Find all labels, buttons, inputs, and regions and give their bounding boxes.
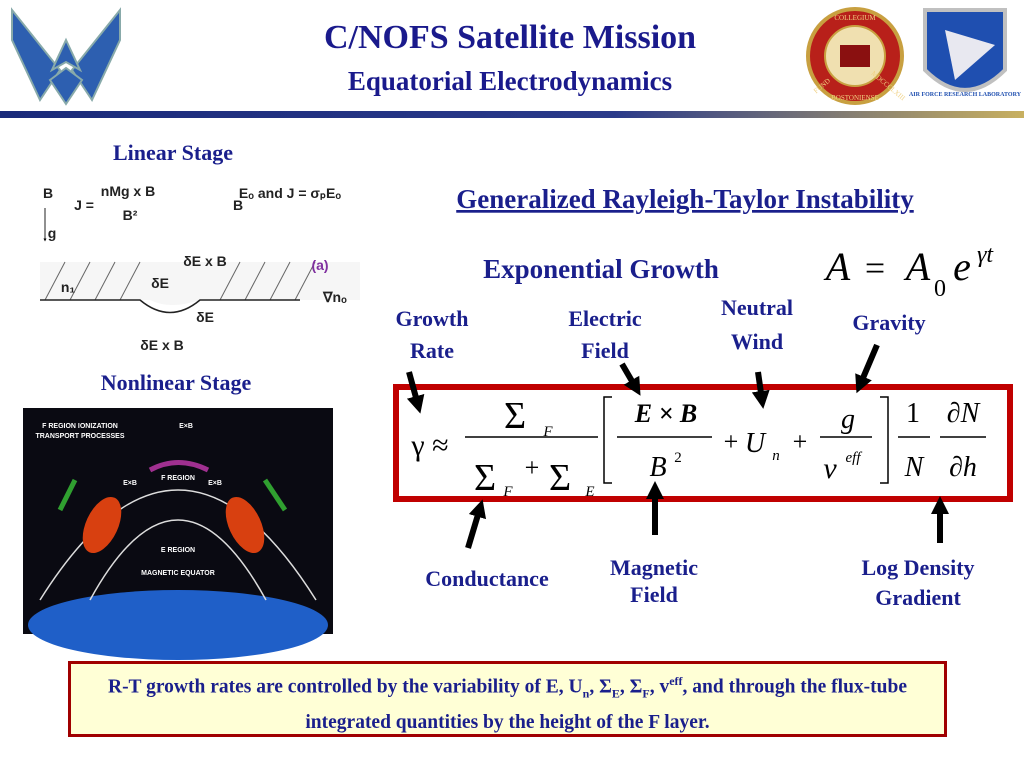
diagram-label: B [43,185,53,201]
note-text: , and through the flux-tube integrated q… [305,676,907,734]
equation-term: + [724,427,739,456]
note-text: E [611,686,620,701]
note-text: , v [649,676,670,698]
diagram-label: δE [196,309,214,325]
equation-term: B [649,452,666,483]
note-text: eff [669,674,683,688]
note-text: R-T growth rates are controlled by the v… [107,676,583,698]
growth-formula: 0 [934,276,946,302]
equation-term: F [542,424,553,440]
image-label: E REGION [161,547,195,554]
shield-text: AIR FORCE RESEARCH LABORATORY [909,92,1022,98]
pointer-arrows [406,343,949,549]
diagram-label: g [48,225,57,241]
diagram-label: ∇nₒ [322,289,347,305]
diagram-label: (a) [311,257,328,273]
equation-term: g [841,404,855,435]
equation-term: U [745,428,767,459]
seal-text: COLLEGIUM [834,14,876,22]
equation-lines [465,396,986,484]
boston-college-seal [806,7,904,105]
rt-heading: Generalized Rayleigh-Taylor Instability [456,184,914,214]
term-label: Field [630,582,678,607]
equation-term: eff [846,450,863,466]
diagram-label: δE x B [140,337,184,353]
image-label: F REGION IONIZATION [42,423,118,430]
slide-title: C/NOFS Satellite Mission [324,19,696,56]
equation-term: + [793,427,808,456]
term-label: Growth [396,306,469,331]
note-text: , Σ [589,676,612,698]
diagram-label: δE x B [183,253,227,269]
air-force-logo [11,7,121,106]
slide-subtitle: Equatorial Electrodynamics [348,66,672,96]
nonlinear-stage-label: Nonlinear Stage [101,370,252,395]
image-label: E×B [179,423,193,430]
note-text: F [642,686,650,701]
equation-term: 1 [906,398,920,429]
term-label: Gravity [852,310,925,335]
diagram-label: Eₒ and J = σₚEₒ [239,185,341,201]
equation-term: 2 [674,450,682,466]
image-label: F REGION [161,475,195,482]
summary-note: R-T growth rates are controlled by the v… [68,661,947,737]
term-label: Log Density [861,555,974,580]
equation-term: ν [823,452,837,485]
linear-stage-label: Linear Stage [113,140,233,165]
image-label: TRANSPORT PROCESSES [35,433,124,440]
seal-text: BOSTONIENSE [831,94,879,102]
equation-term: n [772,448,780,464]
note-text: n [582,686,590,701]
note-text: , Σ [619,676,643,698]
diagram-label: nMg x B [101,183,155,199]
term-label: Rate [410,338,454,363]
equation-term: ∂h [949,452,977,483]
equation-term: + [525,453,540,482]
image-label: E×B [123,480,137,487]
equation-term: γ ≈ [410,429,448,462]
growth-formula: = [865,248,885,288]
term-label: Electric [568,306,642,331]
equation-term: N [904,452,925,483]
equation-term: F [502,484,513,500]
header-rule [0,111,1024,118]
diagram-label: δE [151,275,169,291]
term-label: Conductance [425,566,549,591]
growth-formula: γt [977,242,994,268]
growth-formula: A [903,244,931,289]
growth-heading: Exponential Growth [483,254,719,284]
equation-term: Σ [474,457,496,499]
term-label: Neutral [721,295,793,320]
equation-term: E [584,484,594,500]
diagram-label: B² [123,207,138,223]
diagram-label: n₁ [61,279,76,295]
linear-stage-diagram [40,208,360,314]
term-label: Gradient [875,585,961,610]
diagram-label: J = [74,197,94,213]
nonlinear-stage-image [23,408,333,660]
image-label: MAGNETIC EQUATOR [141,570,215,577]
term-label: Wind [731,329,783,354]
equation-term: Σ [549,457,571,499]
diagram-label: B [233,197,243,213]
equation-term: E × B [634,399,698,428]
equation-box [393,384,1013,502]
equation-term: Σ [504,395,526,437]
growth-formula: e [953,244,971,289]
afrl-shield [923,8,1007,92]
image-label: E×B [208,480,222,487]
equation-term: ∂N [947,398,981,429]
term-label: Magnetic [610,555,698,580]
growth-formula: A [823,244,851,289]
term-label: Field [581,338,629,363]
